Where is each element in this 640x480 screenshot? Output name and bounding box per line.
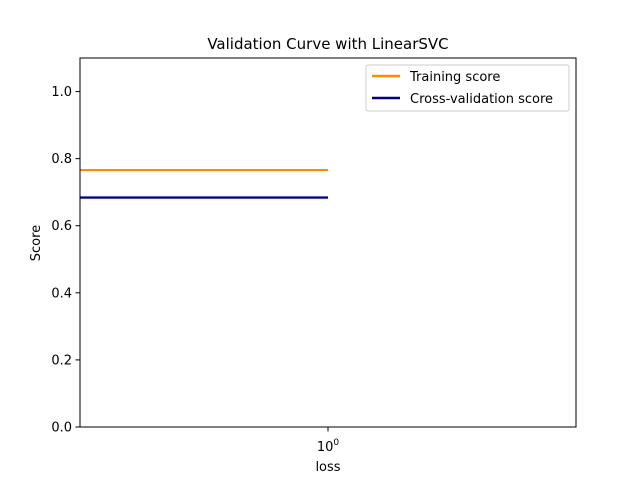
y-tick-label: 1.0 — [51, 85, 72, 100]
legend: Training score Cross-validation score — [365, 64, 570, 112]
x-axis-label: loss — [315, 460, 340, 475]
x-tick-base: 10 — [317, 440, 334, 455]
y-tick-label: 0.2 — [51, 353, 72, 368]
legend-label-training: Training score — [409, 70, 500, 85]
chart-title: Validation Curve with LinearSVC — [207, 35, 448, 53]
legend-label-cross-validation: Cross-validation score — [410, 92, 553, 107]
y-tick-label: 0.6 — [51, 219, 72, 234]
y-axis-label: Score — [29, 225, 44, 261]
y-tick-label: 0.0 — [51, 421, 72, 436]
y-axis-ticks: 0.0 0.2 0.4 0.6 0.8 1.0 — [51, 85, 80, 436]
y-tick-label: 0.4 — [51, 286, 72, 301]
x-axis-ticks: 100 — [317, 427, 340, 455]
score-lines — [80, 168, 328, 199]
y-tick-label: 0.8 — [51, 152, 72, 167]
x-tick-exponent: 0 — [333, 438, 339, 448]
legend-box — [365, 64, 570, 112]
x-tick-label: 100 — [317, 438, 340, 455]
